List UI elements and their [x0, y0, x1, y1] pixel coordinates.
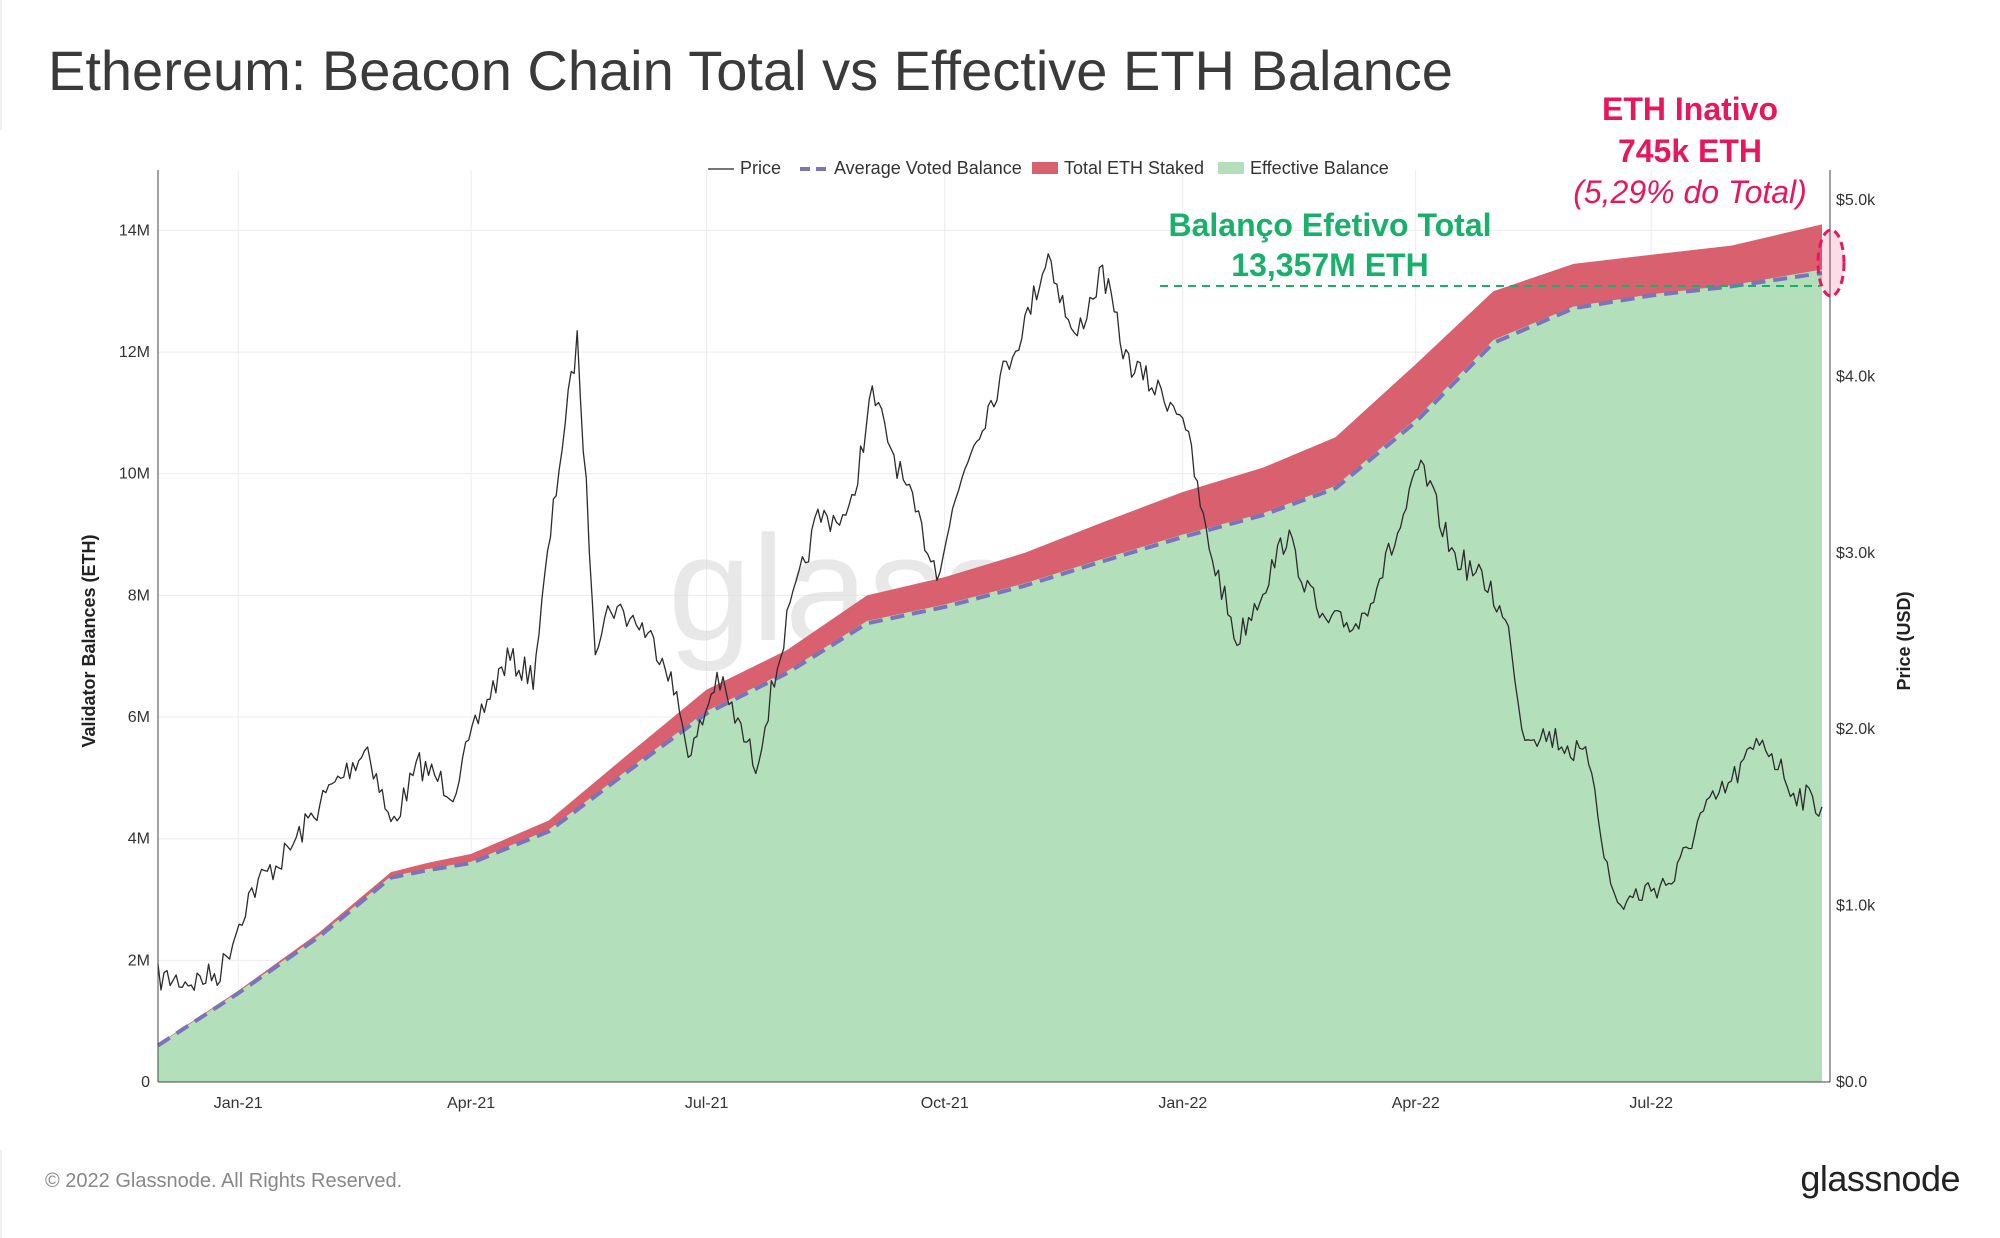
y2-tick-label: $0.0 — [1836, 1074, 1867, 1091]
y-tick-label: 12M — [119, 344, 150, 361]
legend-label: Average Voted Balance — [834, 158, 1022, 178]
annotation-inactive-title: ETH Inativo — [1602, 91, 1778, 127]
price-line — [157, 253, 1823, 991]
legend-label: Effective Balance — [1250, 158, 1389, 178]
y2-tick-label: $2.0k — [1836, 721, 1876, 738]
y-tick-label: 4M — [128, 831, 150, 848]
annotation-inactive-ellipse — [1816, 228, 1846, 298]
annotation-effective-title: Balanço Efetivo Total — [1168, 207, 1491, 243]
annotation-inactive-pct: (5,29% do Total) — [1573, 174, 1807, 210]
chart-axes: 0 2M 4M 6M 8M 10M 12M 14M $0.0 $1.0k $2.0k $3.0k $4.… — [79, 170, 1914, 1112]
legend-label: Total ETH Staked — [1064, 158, 1204, 178]
x-tick-label: Apr-22 — [1392, 1095, 1440, 1112]
annotation-inactive-value: 745k ETH — [1618, 133, 1762, 169]
legend-label: Price — [740, 158, 781, 178]
x-tick-label: Jul-21 — [685, 1095, 729, 1112]
legend-swatch-effective — [1218, 162, 1244, 174]
y-tick-label: 0 — [141, 1074, 150, 1091]
x-tick-label: Jul-22 — [1629, 1095, 1673, 1112]
y-tick-label: 2M — [128, 952, 150, 969]
x-tick-label: Apr-21 — [447, 1095, 495, 1112]
y-tick-label: 10M — [119, 466, 150, 483]
left-edge-decoration — [0, 0, 2, 130]
page-title: Ethereum: Beacon Chain Total vs Effectiv… — [48, 39, 1453, 102]
annotation-effective-value: 13,357M ETH — [1231, 247, 1428, 283]
chart-areas — [158, 224, 1822, 1082]
average-voted-balance-line — [156, 271, 1823, 1048]
y2-axis-label: Price (USD) — [1894, 591, 1914, 690]
y2-tick-label: $4.0k — [1836, 368, 1876, 385]
x-tick-label: Jan-22 — [1158, 1095, 1207, 1112]
x-tick-label: Jan-21 — [214, 1095, 263, 1112]
footer-copyright: © 2022 Glassnode. All Rights Reserved. — [45, 1170, 403, 1192]
y2-tick-label: $1.0k — [1836, 898, 1876, 915]
footer-logo: glassnode — [1800, 1158, 1960, 1199]
chart-annotations: ETH Inativo 745k ETH (5,29% do Total) Ba… — [1160, 91, 1846, 298]
effective-balance-area — [158, 269, 1822, 1082]
legend-swatch-total-staked — [1032, 162, 1058, 174]
chart-legend: Price Average Voted Balance Total ETH Stak… — [708, 158, 1389, 178]
chart-lines — [156, 253, 1823, 1048]
x-tick-label: Oct-21 — [921, 1095, 969, 1112]
y2-tick-label: $3.0k — [1836, 545, 1876, 562]
y-tick-label: 6M — [128, 709, 150, 726]
y2-tick-label: $5.0k — [1836, 192, 1876, 209]
y-axis-label: Validator Balances (ETH) — [79, 534, 99, 747]
y-tick-label: 8M — [128, 587, 150, 604]
left-edge-decoration-bottom — [0, 1150, 2, 1238]
y-tick-label: 14M — [119, 222, 150, 239]
